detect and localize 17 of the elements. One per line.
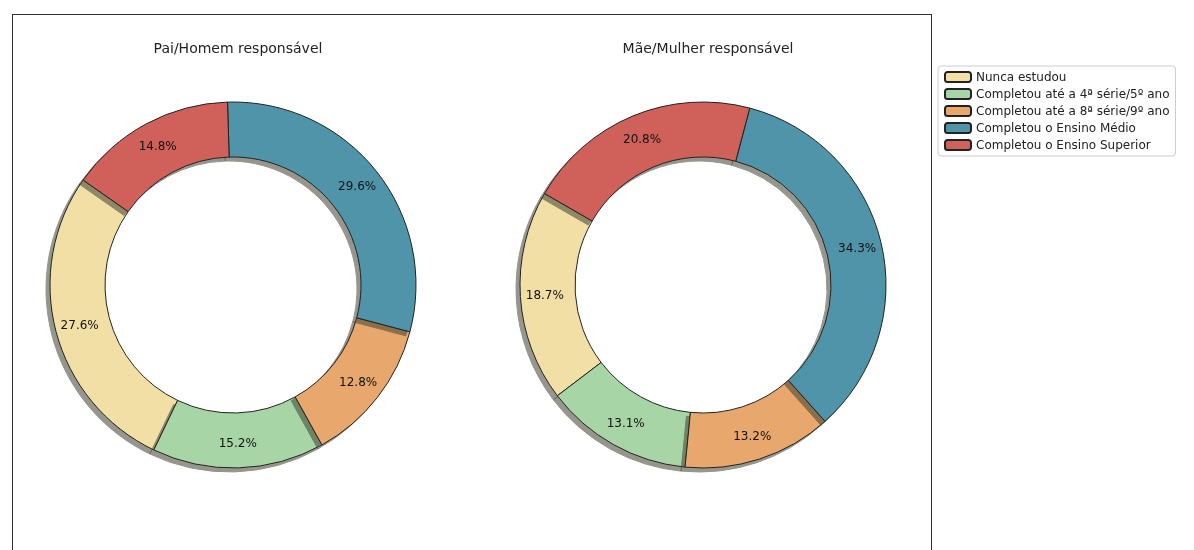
legend-label: Completou o Ensino Superior	[976, 138, 1151, 152]
legend-label: Completou até a 8ª série/9º ano	[976, 104, 1170, 118]
legend-label: Nunca estudou	[976, 70, 1067, 84]
data-label: 29.6%	[338, 179, 377, 194]
data-label: 20.8%	[623, 131, 662, 146]
slice-label: Mãe/Mulher responsável	[622, 40, 794, 56]
data-label: 27.6%	[60, 318, 99, 333]
data-label: 34.3%	[838, 240, 877, 255]
slice-label: Pai/Homem responsável	[153, 40, 323, 56]
data-label: 12.8%	[339, 375, 378, 390]
data-label: 14.8%	[138, 138, 177, 153]
data-label: 15.2%	[218, 436, 257, 451]
legend-label: Completou até a 4ª série/5º ano	[976, 87, 1170, 101]
data-label: 13.1%	[606, 416, 645, 431]
legend-label: Completou o Ensino Médio	[976, 121, 1136, 135]
data-label: 13.2%	[733, 428, 772, 443]
data-label: 18.7%	[525, 288, 564, 303]
